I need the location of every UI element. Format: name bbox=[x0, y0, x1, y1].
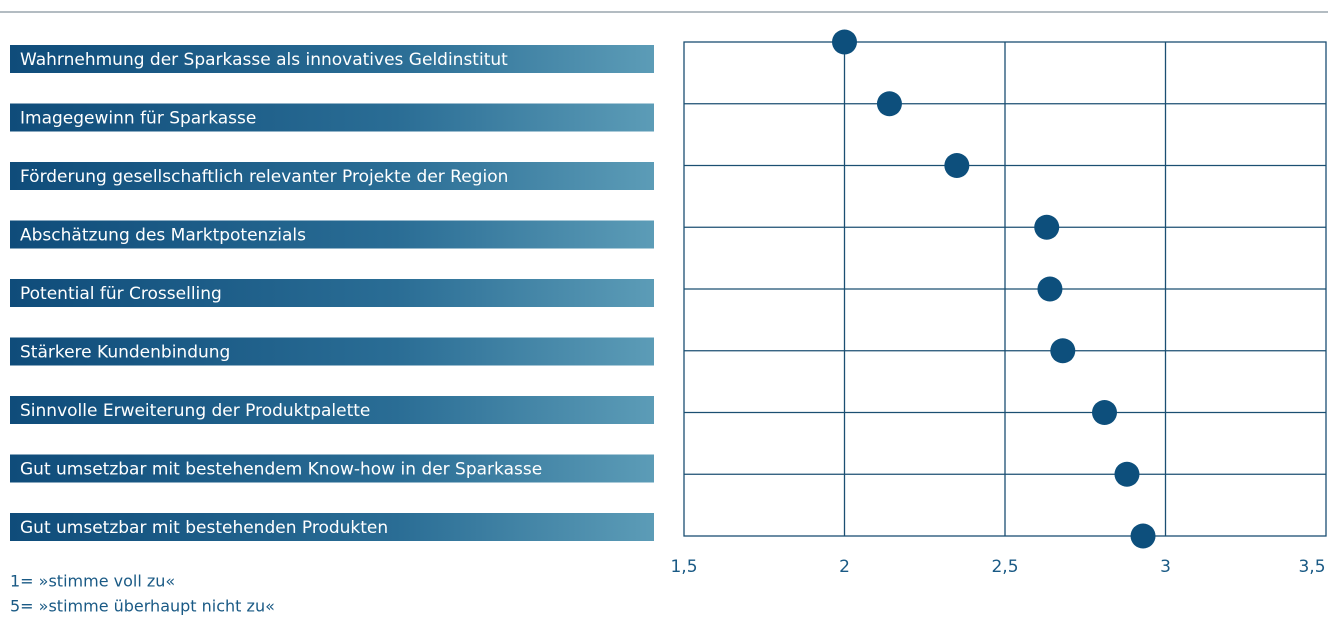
x-tick-label: 3 bbox=[1160, 557, 1171, 577]
category-label: Förderung gesellschaftlich relevanter Pr… bbox=[20, 167, 508, 187]
category-label: Stärkere Kundenbindung bbox=[20, 343, 230, 363]
category-label: Abschätzung des Marktpotenzials bbox=[20, 226, 306, 246]
dot bbox=[944, 153, 970, 178]
dot bbox=[832, 29, 857, 55]
label-band bbox=[10, 162, 654, 190]
label-band bbox=[10, 337, 654, 366]
category-label: Gut umsetzbar mit bestehenden Produkten bbox=[20, 518, 388, 538]
dot bbox=[876, 91, 902, 117]
label-band bbox=[10, 513, 654, 541]
note: 5= »stimme überhaupt nicht zu« bbox=[10, 597, 275, 616]
category-label: Potential für Crosselling bbox=[20, 284, 222, 304]
dot bbox=[1050, 338, 1076, 364]
label-band bbox=[10, 103, 654, 132]
x-tick-label: 3,5 bbox=[1298, 557, 1325, 577]
dot bbox=[1092, 400, 1118, 425]
note: 1= »stimme voll zu« bbox=[10, 572, 175, 591]
label-band bbox=[10, 220, 654, 249]
category-label: Wahrnehmung der Sparkasse als innovative… bbox=[20, 50, 508, 70]
category-label: Gut umsetzbar mit bestehendem Know-how i… bbox=[20, 460, 542, 480]
x-tick-label: 2,5 bbox=[991, 557, 1018, 577]
dot bbox=[1034, 214, 1060, 240]
x-tick-label: 2 bbox=[839, 557, 850, 577]
x-tick-label: 1,5 bbox=[670, 557, 697, 577]
label-band bbox=[10, 45, 654, 73]
dot bbox=[1114, 461, 1140, 487]
dot bbox=[1130, 523, 1156, 549]
label-band bbox=[10, 396, 654, 424]
dot bbox=[1037, 276, 1063, 302]
category-label: Sinnvolle Erweiterung der Produktpalette bbox=[20, 401, 370, 421]
category-label: Imagegewinn für Sparkasse bbox=[20, 109, 256, 129]
label-band bbox=[10, 279, 654, 307]
label-band bbox=[10, 454, 654, 483]
